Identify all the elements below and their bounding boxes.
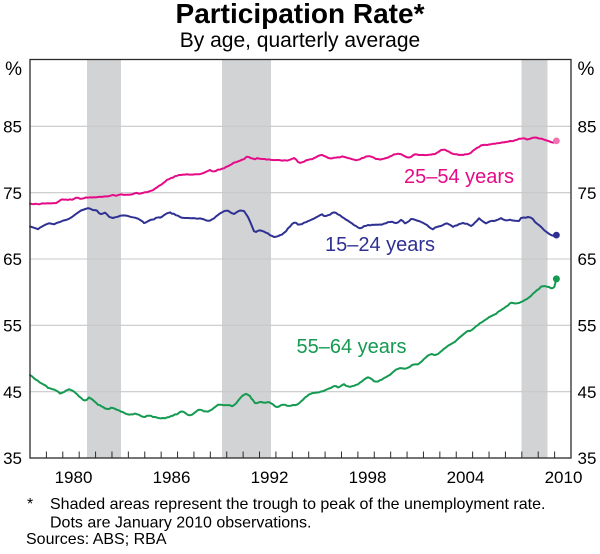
svg-text:Dots are January 2010 observat: Dots are January 2010 observations. [50, 515, 311, 532]
svg-text:Sources: ABS; RBA: Sources: ABS; RBA [26, 531, 167, 548]
svg-text:25–54 years: 25–54 years [404, 166, 514, 188]
svg-text:Shaded areas represent the tro: Shaded areas represent the trough to pea… [50, 496, 545, 513]
svg-text:75: 75 [3, 184, 22, 203]
svg-text:45: 45 [3, 383, 22, 402]
svg-text:35: 35 [3, 449, 22, 468]
svg-text:1980: 1980 [55, 468, 93, 487]
svg-text:55: 55 [578, 317, 597, 336]
svg-text:2010: 2010 [545, 468, 583, 487]
svg-text:85: 85 [578, 118, 597, 137]
svg-text:85: 85 [3, 118, 22, 137]
svg-text:1992: 1992 [251, 468, 289, 487]
svg-text:By age, quarterly average: By age, quarterly average [180, 29, 420, 52]
svg-text:65: 65 [3, 250, 22, 269]
svg-text:%: % [5, 59, 22, 80]
svg-text:65: 65 [578, 250, 597, 269]
svg-text:55–64 years: 55–64 years [296, 336, 406, 358]
svg-text:*: * [27, 496, 33, 513]
svg-text:Participation Rate*: Participation Rate* [176, 0, 425, 29]
svg-text:75: 75 [578, 184, 597, 203]
svg-text:2004: 2004 [447, 468, 485, 487]
svg-text:15–24 years: 15–24 years [325, 234, 435, 256]
svg-text:45: 45 [578, 383, 597, 402]
svg-text:1998: 1998 [349, 468, 387, 487]
svg-text:35: 35 [578, 449, 597, 468]
svg-text:%: % [578, 59, 595, 80]
svg-text:55: 55 [3, 317, 22, 336]
svg-text:1986: 1986 [153, 468, 191, 487]
